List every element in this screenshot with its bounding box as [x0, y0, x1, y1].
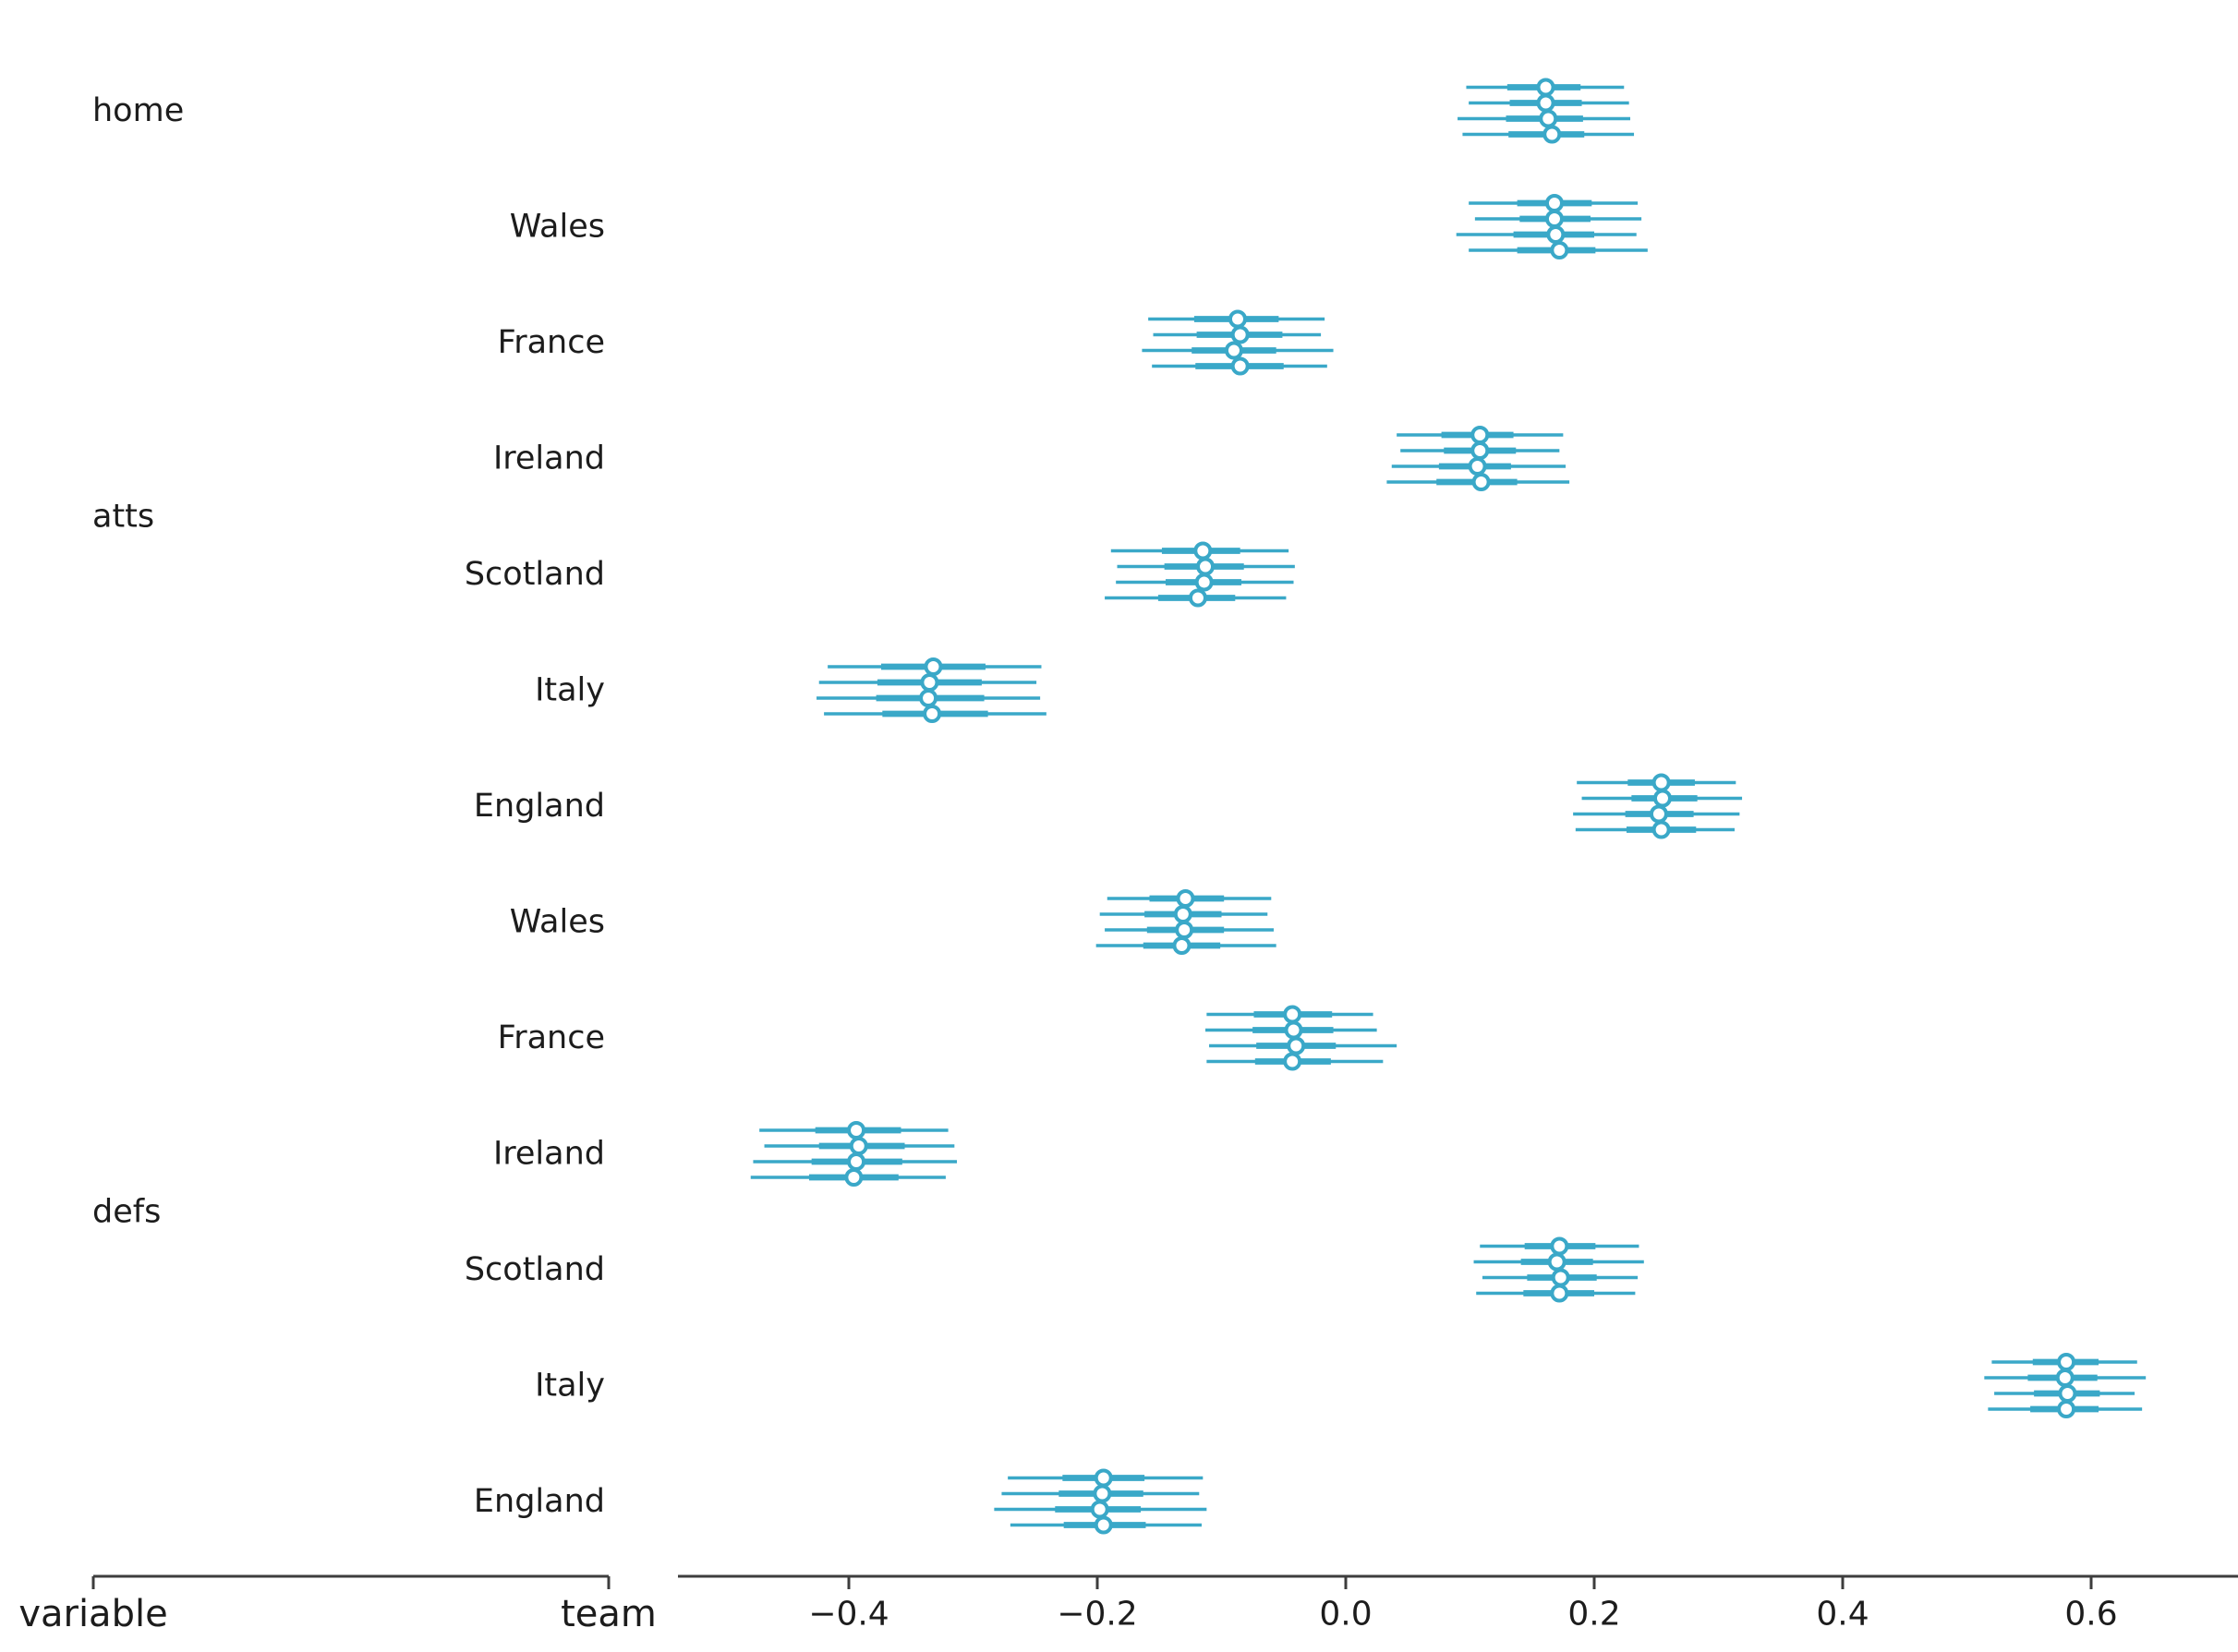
forest-row-atts-england: England — [474, 773, 1743, 839]
median-marker — [844, 1168, 864, 1187]
median-marker — [1651, 820, 1671, 839]
median-marker — [1224, 341, 1243, 360]
median-marker — [920, 673, 939, 692]
median-marker — [1551, 1268, 1570, 1287]
team-label: England — [474, 788, 605, 825]
median-marker — [1194, 573, 1214, 592]
team-label: Italy — [535, 672, 605, 709]
median-marker — [1470, 426, 1490, 444]
median-marker — [1283, 1005, 1302, 1024]
median-marker — [923, 705, 942, 723]
forest-row-atts-wales: Wales — [510, 194, 1648, 259]
median-marker — [1536, 78, 1555, 97]
team-label: Scotland — [465, 1251, 605, 1288]
team-label: England — [474, 1483, 605, 1520]
median-marker — [849, 1137, 868, 1155]
median-marker — [1550, 1284, 1569, 1303]
median-marker — [1542, 125, 1562, 144]
forest-row-atts-france: France — [498, 309, 1334, 376]
median-marker — [1651, 773, 1671, 792]
forest-row-defs-ireland: Ireland — [493, 1121, 958, 1187]
variable-label-defs: defs — [92, 1193, 161, 1230]
forest-row-defs-italy: Italy — [535, 1353, 2147, 1418]
median-marker — [847, 1121, 866, 1140]
x-axis-tick-label: 0.6 — [2064, 1596, 2117, 1634]
variable-label-atts: atts — [92, 498, 154, 535]
median-marker — [1093, 1484, 1112, 1503]
median-marker — [2057, 1400, 2076, 1418]
median-marker — [1188, 588, 1207, 608]
team-label: France — [498, 1019, 605, 1056]
median-marker — [1544, 194, 1564, 212]
median-marker — [1649, 804, 1668, 824]
median-marker — [1536, 93, 1555, 113]
median-marker — [2055, 1369, 2075, 1387]
median-marker — [1284, 1020, 1303, 1040]
median-marker — [919, 689, 938, 707]
median-marker — [2058, 1384, 2077, 1403]
median-marker — [1196, 557, 1216, 576]
x-axis: −0.4 −0.2 0.0 0.2 0.4 0.6 — [678, 1574, 2238, 1634]
median-marker — [847, 1152, 866, 1171]
median-marker — [1546, 225, 1566, 244]
median-marker — [1090, 1500, 1109, 1519]
median-marker — [1287, 1036, 1306, 1055]
median-marker — [1544, 210, 1564, 228]
median-marker — [1550, 1236, 1569, 1256]
variable-axis-label: variable — [18, 1593, 167, 1635]
median-marker — [1550, 241, 1569, 259]
median-marker — [1094, 1515, 1113, 1535]
median-marker — [1175, 921, 1194, 939]
median-marker — [1173, 905, 1192, 923]
team-label: Italy — [535, 1368, 605, 1405]
median-marker — [1228, 309, 1247, 329]
variable-label-home: home — [92, 92, 184, 129]
median-marker — [1652, 789, 1672, 808]
median-marker — [1539, 109, 1558, 128]
median-marker — [1176, 889, 1195, 908]
median-marker — [1283, 1052, 1302, 1071]
forest-row-defs-france: France — [498, 1005, 1397, 1071]
median-marker — [924, 657, 943, 676]
x-axis-tick-label: 0.4 — [1816, 1596, 1869, 1634]
forest-row-atts-ireland: Ireland — [493, 426, 1570, 491]
forest-row-atts-italy: Italy — [535, 657, 1046, 723]
team-label: Scotland — [465, 556, 605, 593]
median-marker — [2057, 1353, 2076, 1371]
forest-row-defs-scotland: Scotland — [465, 1236, 1644, 1303]
median-marker — [1193, 541, 1213, 561]
forest-row-defs-england: England — [474, 1468, 1207, 1535]
x-axis-tick-label: 0.2 — [1567, 1596, 1620, 1634]
median-marker — [1230, 356, 1250, 376]
median-marker — [1547, 1252, 1567, 1272]
team-label: Ireland — [493, 440, 605, 477]
x-axis-tick-label: −0.2 — [1057, 1596, 1137, 1634]
forest-row-defs-wales: Wales — [510, 889, 1276, 955]
median-marker — [1471, 473, 1491, 491]
team-axis-label: team — [561, 1593, 657, 1635]
median-marker — [1230, 325, 1250, 344]
team-label: France — [498, 324, 605, 361]
forest-row-atts-scotland: Scotland — [465, 541, 1295, 608]
team-label: Wales — [510, 904, 605, 941]
x-axis-tick-label: −0.4 — [808, 1596, 889, 1634]
label-axis: variable team — [18, 1574, 657, 1635]
forest-row-home-home — [1458, 78, 1635, 144]
median-marker — [1172, 936, 1192, 955]
median-marker — [1470, 441, 1490, 460]
team-label: Wales — [510, 209, 605, 246]
x-axis-tick-label: 0.0 — [1319, 1596, 1372, 1634]
team-label: Ireland — [493, 1136, 605, 1173]
median-marker — [1468, 457, 1487, 476]
median-marker — [1094, 1468, 1113, 1488]
